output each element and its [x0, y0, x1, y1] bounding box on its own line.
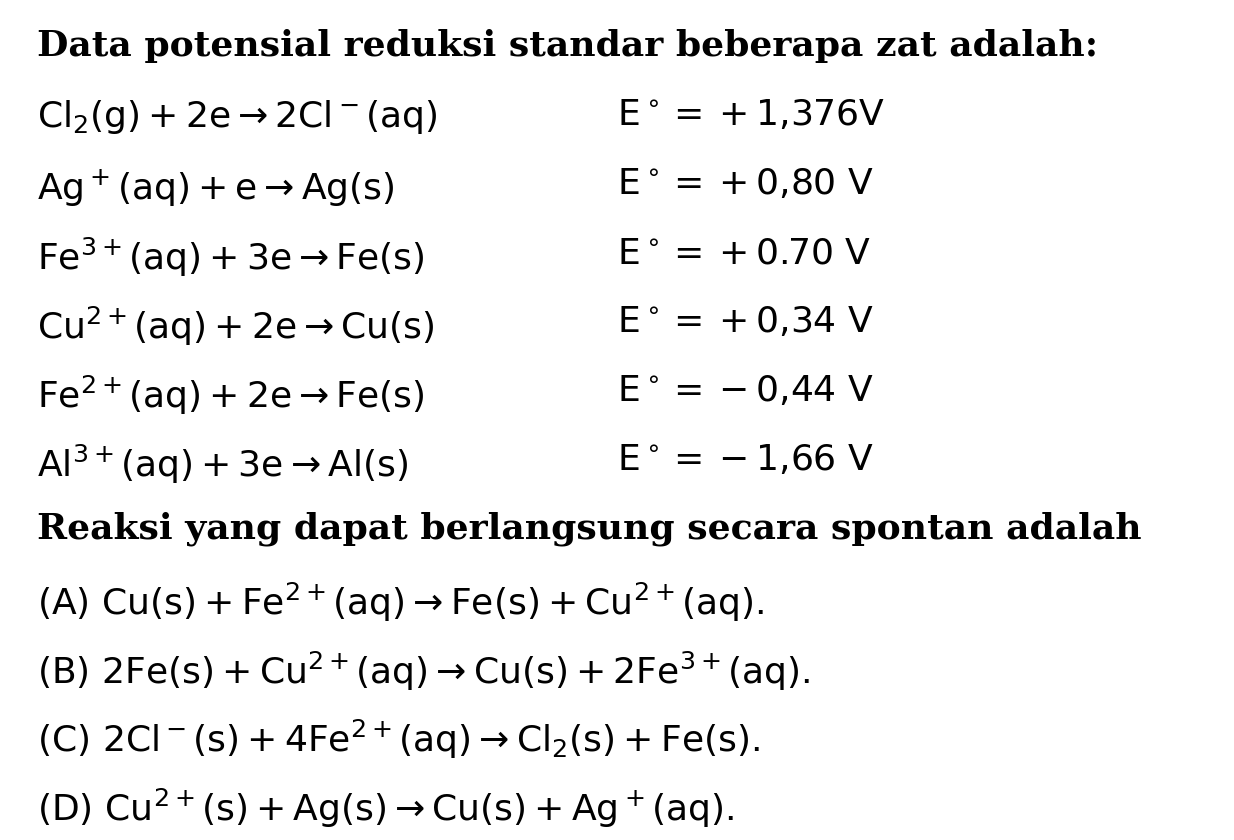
- Text: $\mathrm{E^\circ=-0{,}44\ V}$: $\mathrm{E^\circ=-0{,}44\ V}$: [617, 374, 874, 407]
- Text: $\mathrm{E^\circ=+1{,}376V}$: $\mathrm{E^\circ=+1{,}376V}$: [617, 98, 885, 132]
- Text: $\mathrm{(C)\ 2Cl^-(s)+4Fe^{2+}(aq) \rightarrow Cl_2(s)+Fe(s).}$: $\mathrm{(C)\ 2Cl^-(s)+4Fe^{2+}(aq) \rig…: [37, 718, 760, 761]
- Text: $\mathrm{Fe^{3+}(aq)+3e \rightarrow Fe(s)}$: $\mathrm{Fe^{3+}(aq)+3e \rightarrow Fe(s…: [37, 236, 424, 279]
- Text: $\mathrm{E^\circ=+0{,}34\ V}$: $\mathrm{E^\circ=+0{,}34\ V}$: [617, 305, 874, 339]
- Text: $\mathrm{Cu^{2+}(aq)+2e \rightarrow Cu(s)}$: $\mathrm{Cu^{2+}(aq)+2e \rightarrow Cu(s…: [37, 305, 434, 348]
- Text: $\mathrm{(D)\ Cu^{2+}(s)+Ag(s) \rightarrow Cu(s)+Ag^+(aq).}$: $\mathrm{(D)\ Cu^{2+}(s)+Ag(s) \rightarr…: [37, 787, 734, 830]
- Text: $\mathrm{E^\circ=+0{,}80\ V}$: $\mathrm{E^\circ=+0{,}80\ V}$: [617, 167, 874, 201]
- Text: Data potensial reduksi standar beberapa zat adalah:: Data potensial reduksi standar beberapa …: [37, 29, 1098, 63]
- Text: $\mathrm{Cl_2(g)+2e \rightarrow 2Cl^-(aq)}$: $\mathrm{Cl_2(g)+2e \rightarrow 2Cl^-(aq…: [37, 98, 438, 136]
- Text: $\mathrm{(B)\ 2Fe(s)+Cu^{2+}(aq) \rightarrow Cu(s)+2Fe^{3+}(aq).}$: $\mathrm{(B)\ 2Fe(s)+Cu^{2+}(aq) \righta…: [37, 649, 810, 692]
- Text: $\mathrm{Al^{3+}(aq)+3e \rightarrow Al(s)}$: $\mathrm{Al^{3+}(aq)+3e \rightarrow Al(s…: [37, 443, 408, 486]
- Text: $\mathrm{Ag^+(aq)+e \rightarrow Ag(s)}$: $\mathrm{Ag^+(aq)+e \rightarrow Ag(s)}$: [37, 167, 395, 209]
- Text: $\mathrm{E^\circ=+0.70\ V}$: $\mathrm{E^\circ=+0.70\ V}$: [617, 236, 871, 270]
- Text: Reaksi yang dapat berlangsung secara spontan adalah: Reaksi yang dapat berlangsung secara spo…: [37, 512, 1141, 546]
- Text: $\mathrm{(A)\ Cu(s)+Fe^{2+}(aq) \rightarrow Fe(s)+Cu^{2+}(aq).}$: $\mathrm{(A)\ Cu(s)+Fe^{2+}(aq) \rightar…: [37, 580, 764, 623]
- Text: $\mathrm{Fe^{2+}(aq)+2e \rightarrow Fe(s)}$: $\mathrm{Fe^{2+}(aq)+2e \rightarrow Fe(s…: [37, 374, 424, 417]
- Text: $\mathrm{E^\circ=-1{,}66\ V}$: $\mathrm{E^\circ=-1{,}66\ V}$: [617, 443, 874, 476]
